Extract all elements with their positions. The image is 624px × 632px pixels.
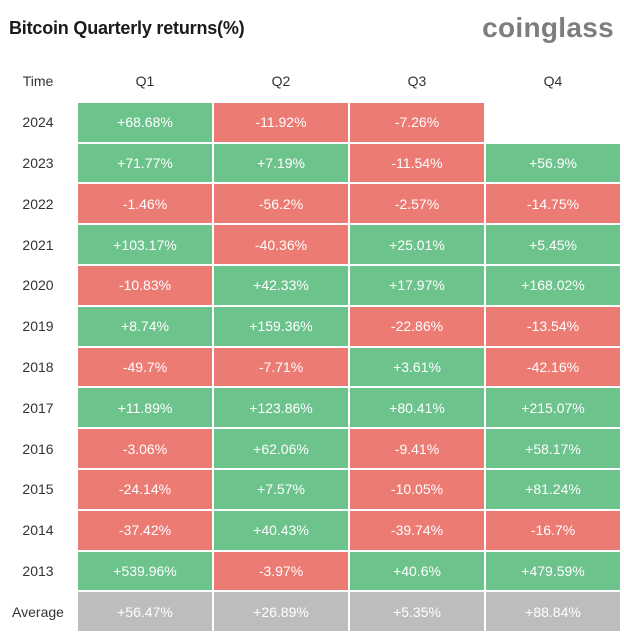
average-cell-q1: +56.47% [78, 592, 212, 632]
return-cell-2013-q4: +479.59% [486, 551, 620, 591]
return-cell-2017-q3: +80.41% [350, 388, 484, 428]
return-cell-2019-q3: -22.86% [350, 306, 484, 346]
return-cell-2016-q2: +62.06% [214, 429, 348, 468]
average-cell-q2: +26.89% [214, 592, 348, 632]
return-cell-2014-q4: -16.7% [486, 510, 620, 550]
return-cell-2020-q1: -10.83% [78, 265, 212, 305]
row-label-2023: 2023 [22, 154, 54, 171]
return-cell-2023-q1: +71.77% [78, 143, 212, 183]
return-cell-2015-q3: -10.05% [350, 469, 484, 509]
return-cell-2020-q3: +17.97% [350, 265, 484, 305]
row-label-average: Average [12, 603, 64, 620]
return-cell-2024-q3: -7.26% [350, 102, 484, 142]
return-cell-2023-q4: +56.9% [486, 143, 620, 183]
return-cell-2024-q4 [486, 103, 620, 142]
return-cell-2014-q2: +40.43% [214, 510, 348, 550]
return-cell-2020-q4: +168.02% [486, 265, 620, 305]
column-header-time: Time [22, 73, 54, 90]
return-cell-2020-q2: +42.33% [214, 265, 348, 305]
row-label-2024: 2024 [22, 114, 54, 131]
return-cell-2024-q2: -11.92% [214, 102, 348, 142]
return-cell-2022-q4: -14.75% [486, 184, 620, 224]
column-header-q2: Q2 [271, 73, 291, 90]
return-cell-2021-q3: +25.01% [350, 225, 484, 264]
return-cell-2018-q2: -7.71% [214, 347, 348, 387]
return-cell-2021-q1: +103.17% [78, 225, 212, 264]
return-cell-2014-q3: -39.74% [350, 510, 484, 550]
return-cell-2019-q1: +8.74% [78, 306, 212, 346]
return-cell-2023-q2: +7.19% [214, 143, 348, 183]
column-header-q4: Q4 [543, 73, 563, 90]
return-cell-2022-q1: -1.46% [78, 184, 212, 224]
return-cell-2024-q1: +68.68% [78, 102, 212, 142]
return-cell-2015-q1: -24.14% [78, 469, 212, 509]
column-header-q1: Q1 [135, 73, 155, 90]
return-cell-2021-q2: -40.36% [214, 225, 348, 264]
return-cell-2016-q4: +58.17% [486, 429, 620, 468]
return-cell-2016-q1: -3.06% [78, 429, 212, 468]
return-cell-2019-q4: -13.54% [486, 306, 620, 346]
return-cell-2018-q3: +3.61% [350, 347, 484, 387]
return-cell-2018-q1: -49.7% [78, 347, 212, 387]
row-label-2021: 2021 [22, 236, 54, 253]
return-cell-2013-q3: +40.6% [350, 551, 484, 591]
return-cell-2018-q4: -42.16% [486, 347, 620, 387]
return-cell-2013-q1: +539.96% [78, 551, 212, 591]
return-cell-2022-q2: -56.2% [214, 184, 348, 224]
row-label-2022: 2022 [22, 195, 54, 212]
return-cell-2014-q1: -37.42% [78, 510, 212, 550]
row-label-2016: 2016 [22, 440, 54, 457]
row-label-2017: 2017 [22, 399, 54, 416]
average-cell-q4: +88.84% [486, 592, 620, 632]
row-label-2014: 2014 [22, 522, 54, 539]
row-label-2013: 2013 [22, 562, 54, 579]
return-cell-2013-q2: -3.97% [214, 551, 348, 591]
return-cell-2015-q2: +7.57% [214, 469, 348, 509]
column-header-q3: Q3 [407, 73, 427, 90]
row-label-2015: 2015 [22, 481, 54, 498]
return-cell-2019-q2: +159.36% [214, 306, 348, 346]
brand-logo: coinglass [482, 12, 614, 43]
return-cell-2017-q1: +11.89% [78, 388, 212, 428]
return-cell-2017-q4: +215.07% [486, 388, 620, 428]
return-cell-2023-q3: -11.54% [350, 143, 484, 183]
return-cell-2017-q2: +123.86% [214, 388, 348, 428]
row-label-2018: 2018 [22, 358, 54, 375]
return-cell-2016-q3: -9.41% [350, 429, 484, 468]
chart-title: Bitcoin Quarterly returns(%) [9, 18, 245, 38]
average-cell-q3: +5.35% [350, 592, 484, 632]
row-label-2019: 2019 [22, 318, 54, 335]
return-cell-2021-q4: +5.45% [486, 225, 620, 264]
row-label-2020: 2020 [22, 277, 54, 294]
returns-table: Time Q1 Q2 Q3 Q4 2024 +68.68% -11.92% -7.26% 2023… [0, 62, 620, 632]
return-cell-2015-q4: +81.24% [486, 469, 620, 509]
return-cell-2022-q3: -2.57% [350, 184, 484, 224]
